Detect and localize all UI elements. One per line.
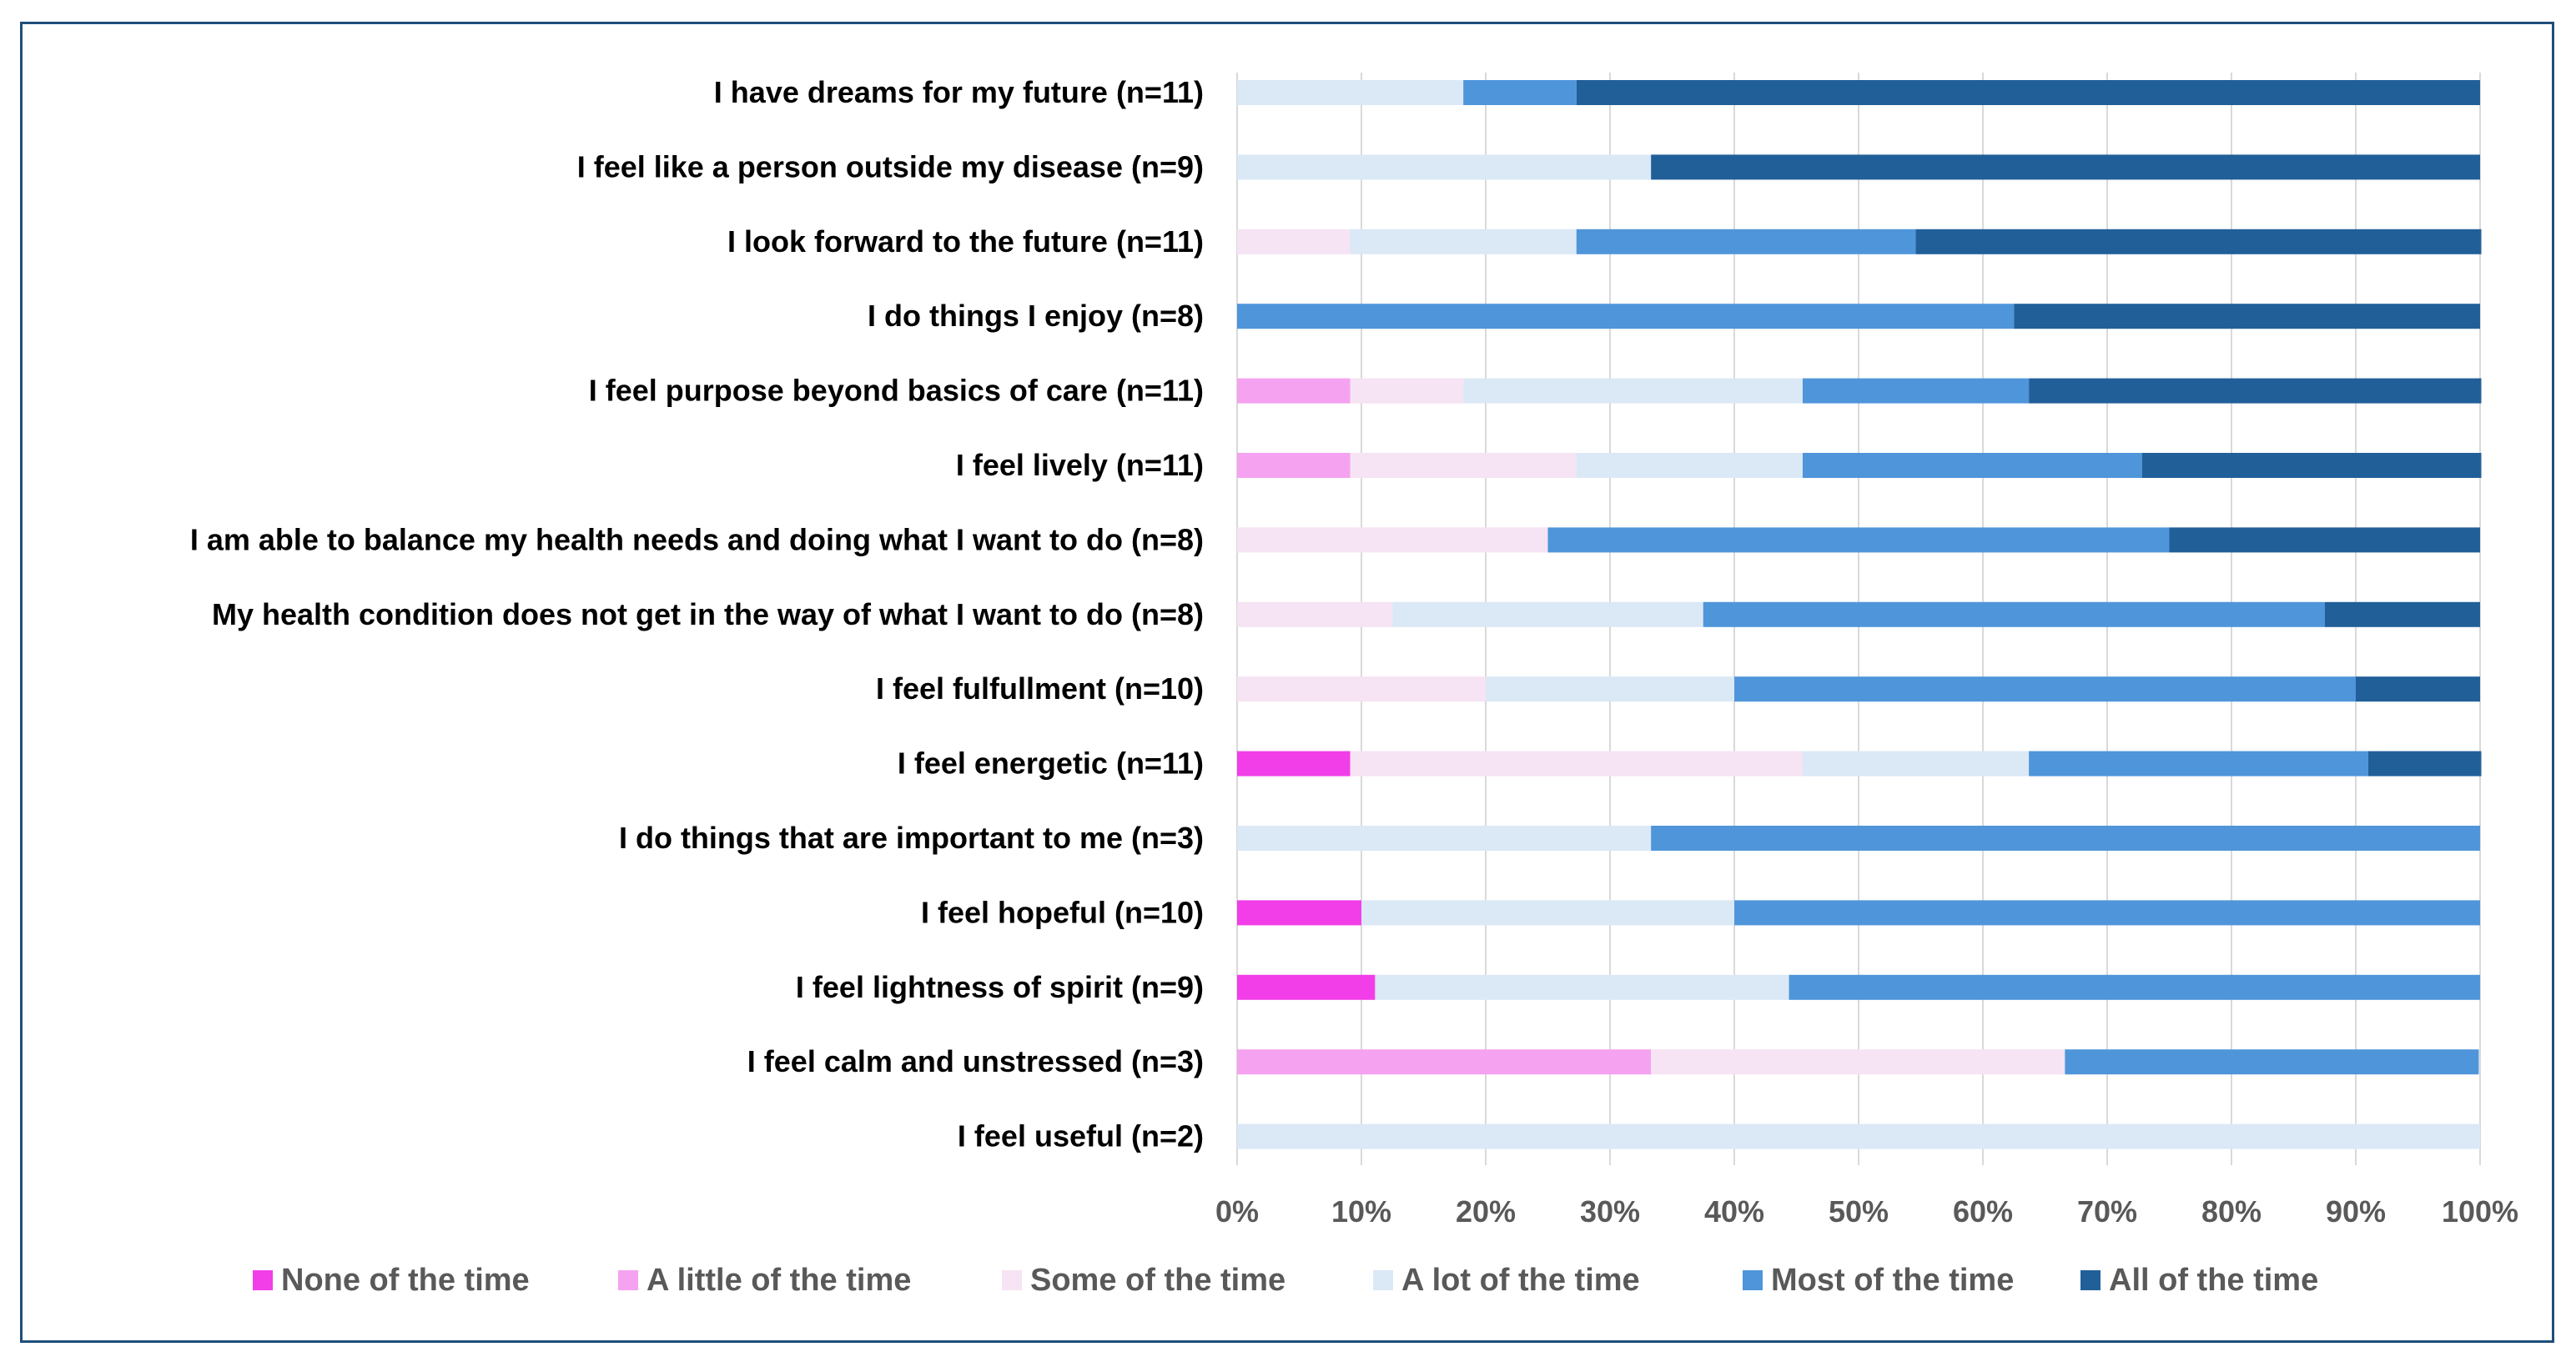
bar-segment — [1237, 1049, 1652, 1075]
bar-segment — [1237, 900, 1361, 926]
bar-segment — [2014, 304, 2480, 329]
bar-segment — [1576, 453, 1803, 478]
bar-segment — [1237, 304, 2015, 329]
category-label: I feel purpose beyond basics of care (n=… — [589, 374, 1204, 408]
x-tick-label: 80% — [2201, 1194, 2262, 1229]
bar-segment — [1651, 1049, 2065, 1075]
category-label: I do things I enjoy (n=8) — [868, 299, 1204, 333]
category-label: I feel hopeful (n=10) — [921, 895, 1204, 929]
legend-label: A lot of the time — [1401, 1263, 1640, 1298]
chart-frame: I have dreams for my future (n=11) I feel… — [20, 22, 2554, 1343]
bar-segment — [2169, 527, 2480, 553]
bar-segment — [1237, 453, 1351, 478]
legend-swatch — [1002, 1270, 1022, 1290]
bar-segment — [1375, 974, 1789, 1000]
legend-swatch — [2080, 1270, 2101, 1290]
x-tick-label: 90% — [2326, 1194, 2386, 1229]
x-tick-label: 20% — [1456, 1194, 1516, 1229]
bar-segment — [1237, 229, 1351, 254]
legend-label: Some of the time — [1030, 1263, 1285, 1298]
bar-segment — [1237, 601, 1393, 627]
bar-segment — [1734, 900, 2480, 926]
legend-swatch — [1743, 1270, 1763, 1290]
category-label: I feel fulfullment (n=10) — [876, 671, 1204, 706]
x-tick-label: 10% — [1331, 1194, 1391, 1229]
category-labels: I have dreams for my future (n=11) I feel… — [190, 75, 1204, 1153]
bar-segment — [1486, 676, 1734, 702]
bar-segment — [2324, 601, 2480, 627]
bar-segment — [2367, 751, 2482, 776]
legend-label: None of the time — [281, 1263, 530, 1298]
x-tick-label: 60% — [1953, 1194, 2013, 1229]
bar-segment — [2141, 453, 2482, 478]
bar-segment — [1463, 80, 1577, 105]
category-label: I have dreams for my future (n=11) — [714, 75, 1204, 109]
bar-segment — [1237, 1123, 2480, 1149]
bar-segment — [2356, 676, 2480, 702]
category-label: I feel lively (n=11) — [956, 448, 1204, 482]
legend-label: Most of the time — [1771, 1263, 2014, 1298]
legend-label: All of the time — [2109, 1263, 2318, 1298]
legend-swatch — [1373, 1270, 1393, 1290]
x-tick-label: 0% — [1215, 1194, 1259, 1229]
category-label: I feel lightness of spirit (n=9) — [796, 970, 1204, 1004]
legend-swatch — [253, 1270, 273, 1290]
x-tick-label: 100% — [2442, 1194, 2518, 1229]
bar-segment — [1237, 378, 1351, 404]
x-tick-labels: 0% 10% 20% 30% 40% 50% 60% 70% 80% 90% 100% — [1215, 1194, 2518, 1229]
bar-segment — [2065, 1049, 2479, 1075]
bar-segment — [1789, 974, 2480, 1000]
bar-segment — [2029, 378, 2482, 404]
x-tick-label: 50% — [1829, 1194, 1889, 1229]
category-label: I do things that are important to me (n=… — [619, 821, 1204, 855]
bar-segment — [1237, 974, 1376, 1000]
bar-segment — [1703, 601, 2325, 627]
bar-segment — [1237, 676, 1486, 702]
legend-swatch — [618, 1270, 638, 1290]
bar-segment — [1237, 80, 1464, 105]
bar-segment — [1237, 751, 1351, 776]
bar-segment — [1463, 378, 1803, 404]
bar-segment — [1576, 229, 1916, 254]
bar-segment — [1802, 378, 2030, 404]
legend-label: A little of the time — [647, 1263, 911, 1298]
bar-segment — [1734, 676, 2356, 702]
bar-segment — [1392, 601, 1703, 627]
category-label: I feel like a person outside my disease … — [577, 149, 1204, 183]
bar-segment — [1361, 900, 1734, 926]
bar-segment — [1350, 751, 1803, 776]
category-label: I feel energetic (n=11) — [898, 746, 1204, 781]
bar-segment — [1237, 527, 1548, 553]
bar-segment — [1237, 826, 1652, 851]
bar-segment — [1350, 378, 1464, 404]
bars — [1237, 80, 2482, 1149]
bar-segment — [2029, 751, 2368, 776]
bar-segment — [1802, 453, 2142, 478]
x-tick-label: 70% — [2077, 1194, 2137, 1229]
legend: None of the time A little of the time Some… — [253, 1263, 2318, 1298]
bar-segment — [1576, 80, 2480, 105]
category-label: I am able to balance my health needs and… — [190, 522, 1204, 556]
category-label: I look forward to the future (n=11) — [727, 224, 1204, 259]
bar-segment — [1350, 229, 1577, 254]
bar-segment — [1915, 229, 2482, 254]
bar-segment — [1350, 453, 1577, 478]
category-label: I feel useful (n=2) — [958, 1119, 1204, 1153]
bar-segment — [1802, 751, 2030, 776]
x-tick-label: 40% — [1704, 1194, 1764, 1229]
category-label: My health condition does not get in the … — [212, 597, 1204, 631]
category-label: I feel calm and unstressed (n=3) — [747, 1044, 1204, 1078]
x-tick-label: 30% — [1580, 1194, 1640, 1229]
bar-segment — [1651, 154, 2480, 180]
bar-segment — [1237, 154, 1652, 180]
bar-segment — [1547, 527, 2170, 553]
bar-segment — [1651, 826, 2480, 851]
stacked-bar-chart: I have dreams for my future (n=11) I feel… — [190, 73, 2518, 1298]
